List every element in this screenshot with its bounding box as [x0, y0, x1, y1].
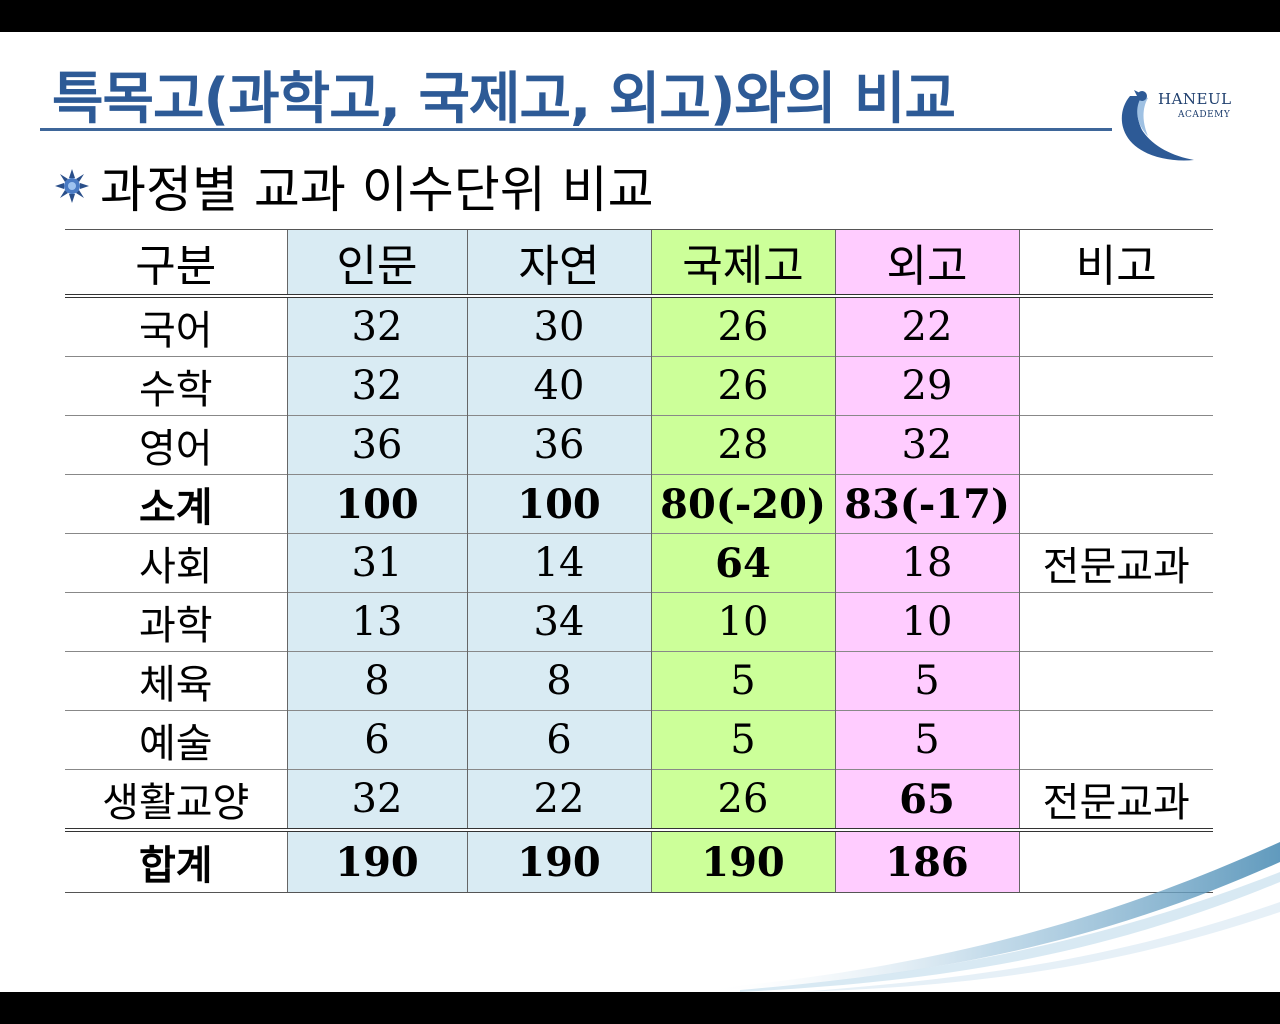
cell-natural: 14 [466, 533, 651, 593]
haneul-bird-logo-icon [1121, 90, 1194, 161]
cell-note [1018, 356, 1213, 416]
table-row: 예술 6 6 5 5 [65, 710, 1213, 770]
table-row: 국어 32 30 26 22 [65, 294, 1213, 357]
table-row-total: 합계 190 190 190 186 [65, 828, 1213, 893]
cell-category: 합계 [65, 828, 287, 893]
cell-note [1018, 710, 1213, 770]
cell-note [1018, 474, 1213, 534]
cell-category: 예술 [65, 710, 287, 770]
cell-foreign: 5 [834, 710, 1019, 770]
cell-note [1018, 592, 1213, 652]
cell-category: 과학 [65, 592, 287, 652]
slide: 특목고(과학고, 국제고, 외고)와의 비교 HANEUL ACADEMY 과정… [0, 32, 1280, 992]
cell-international: 26 [650, 769, 835, 830]
comparison-table: 구분 인문 자연 국제고 외고 비고 국어 32 30 26 22 수학 32 … [65, 229, 1213, 893]
cell-note: 전문교과 [1018, 533, 1213, 593]
cell-note [1018, 828, 1213, 893]
subtitle-text: 과정별 교과 이수단위 비교 [100, 161, 654, 219]
cell-natural: 30 [466, 294, 651, 357]
cell-international: 5 [650, 710, 835, 770]
cell-natural: 34 [466, 592, 651, 652]
cell-natural: 190 [466, 828, 651, 893]
cell-foreign: 5 [834, 651, 1019, 711]
cell-foreign: 22 [834, 294, 1019, 357]
cell-foreign: 32 [834, 415, 1019, 475]
subtitle: 과정별 교과 이수단위 비교 [54, 150, 654, 222]
cell-humanities: 32 [286, 294, 467, 357]
cell-humanities: 100 [286, 474, 467, 534]
header-note: 비고 [1018, 229, 1213, 296]
table-row: 과학 13 34 10 10 [65, 592, 1213, 652]
header-category: 구분 [65, 229, 287, 296]
cell-humanities: 36 [286, 415, 467, 475]
cell-natural: 36 [466, 415, 651, 475]
table-row-subtotal: 소계 100 100 80(-20) 83(-17) [65, 474, 1213, 534]
header-humanities: 인문 [286, 229, 467, 296]
cell-international: 26 [650, 294, 835, 357]
table-row: 영어 36 36 28 32 [65, 415, 1213, 475]
header-foreign: 외고 [834, 229, 1019, 296]
cell-humanities: 32 [286, 769, 467, 830]
sun-bullet-icon [55, 169, 89, 203]
cell-note: 전문교과 [1018, 769, 1213, 830]
table-row: 체육 8 8 5 5 [65, 651, 1213, 711]
cell-natural: 8 [466, 651, 651, 711]
table-row: 생활교양 32 22 26 65 전문교과 [65, 769, 1213, 830]
cell-international: 26 [650, 356, 835, 416]
cell-humanities: 190 [286, 828, 467, 893]
cell-foreign: 18 [834, 533, 1019, 593]
table-header-row: 구분 인문 자연 국제고 외고 비고 [65, 229, 1213, 296]
cell-foreign: 83(-17) [834, 474, 1019, 534]
cell-natural: 100 [466, 474, 651, 534]
cell-humanities: 6 [286, 710, 467, 770]
cell-humanities: 13 [286, 592, 467, 652]
cell-international: 64 [650, 533, 835, 593]
slide-title: 특목고(과학고, 국제고, 외고)와의 비교 [52, 67, 956, 132]
cell-foreign: 186 [834, 828, 1019, 893]
cell-natural: 40 [466, 356, 651, 416]
cell-category: 국어 [65, 294, 287, 357]
cell-foreign: 10 [834, 592, 1019, 652]
decorative-wave [700, 842, 1280, 992]
cell-category: 생활교양 [65, 769, 287, 830]
cell-humanities: 31 [286, 533, 467, 593]
table-row: 수학 32 40 26 29 [65, 356, 1213, 416]
logo-name: HANEUL [1158, 90, 1232, 108]
title-underline [40, 128, 1112, 131]
cell-category: 체육 [65, 651, 287, 711]
header-international: 국제고 [650, 229, 835, 296]
cell-category: 수학 [65, 356, 287, 416]
table-row: 사회 31 14 64 18 전문교과 [65, 533, 1213, 593]
cell-category: 사회 [65, 533, 287, 593]
cell-international: 10 [650, 592, 835, 652]
cell-foreign: 65 [834, 769, 1019, 830]
cell-note [1018, 294, 1213, 357]
cell-humanities: 32 [286, 356, 467, 416]
logo-subname: ACADEMY [1178, 110, 1231, 120]
cell-category: 영어 [65, 415, 287, 475]
cell-natural: 6 [466, 710, 651, 770]
cell-international: 5 [650, 651, 835, 711]
cell-humanities: 8 [286, 651, 467, 711]
cell-note [1018, 415, 1213, 475]
cell-international: 80(-20) [650, 474, 835, 534]
cell-natural: 22 [466, 769, 651, 830]
cell-category: 소계 [65, 474, 287, 534]
header-natural: 자연 [466, 229, 651, 296]
cell-international: 28 [650, 415, 835, 475]
cell-note [1018, 651, 1213, 711]
cell-international: 190 [650, 828, 835, 893]
cell-foreign: 29 [834, 356, 1019, 416]
